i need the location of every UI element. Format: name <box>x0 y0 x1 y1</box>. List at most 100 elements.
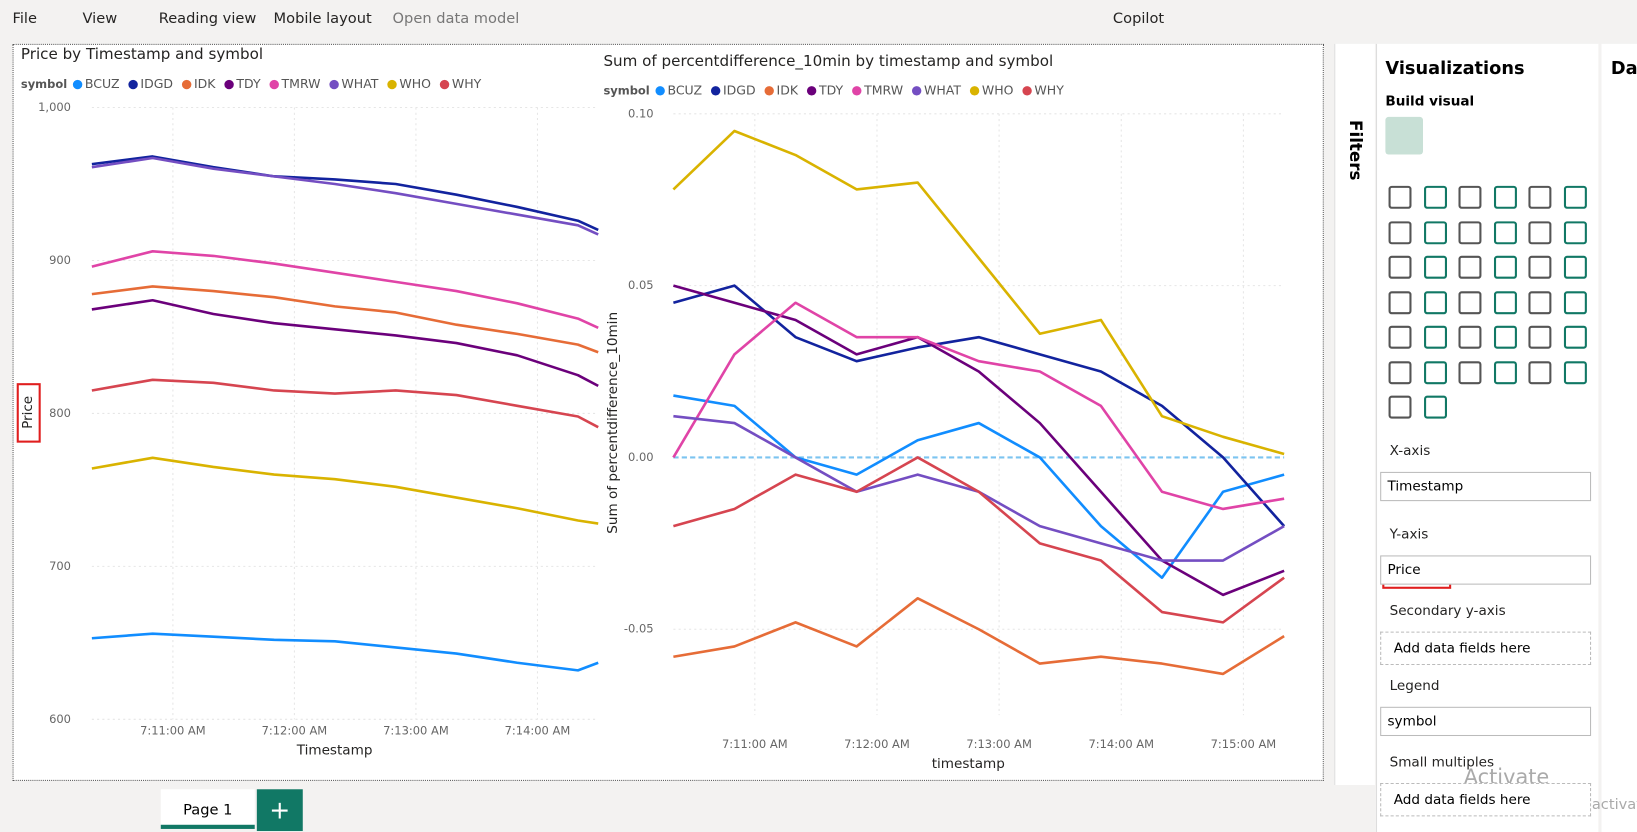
well-label: X-axis <box>1389 443 1431 460</box>
legend-marker <box>224 79 234 90</box>
x-tick-label: 7:12:00 AM <box>262 723 328 737</box>
viz-icon[interactable] <box>1388 220 1412 244</box>
viz-icon[interactable] <box>1388 185 1412 209</box>
y-axis-label: Price <box>20 396 36 429</box>
menu-item[interactable]: Mobile layout <box>273 10 372 28</box>
menu-item[interactable]: Open data model <box>392 10 520 28</box>
viz-icon[interactable] <box>1528 360 1552 384</box>
chart-title: Sum of percentdifference_10min by timest… <box>603 52 1053 71</box>
well-label: Legend <box>1389 678 1440 695</box>
viz-icon[interactable] <box>1563 220 1587 244</box>
well-field[interactable]: Price <box>1380 555 1592 585</box>
viz-icon[interactable] <box>1458 290 1482 314</box>
viz-icon[interactable] <box>1493 255 1517 279</box>
legend-label: WHO <box>399 76 431 91</box>
y-tick-label: -0.05 <box>624 622 654 636</box>
viz-icon[interactable] <box>1458 255 1482 279</box>
viz-icon[interactable] <box>1493 220 1517 244</box>
highlight-box <box>16 383 41 443</box>
viz-icon[interactable] <box>1423 395 1447 419</box>
viz-icon[interactable] <box>1528 325 1552 349</box>
viz-icon[interactable] <box>1493 185 1517 209</box>
series-line <box>91 156 599 236</box>
legend-marker <box>911 86 922 96</box>
menu-item[interactable]: File <box>12 10 37 28</box>
viz-icon[interactable] <box>1563 325 1587 349</box>
build-visual: Build visual <box>1385 93 1475 110</box>
legend-marker <box>439 79 450 90</box>
y-tick-label: 600 <box>49 712 71 726</box>
filters-label[interactable]: Filters <box>1345 120 1366 181</box>
viz-icon[interactable] <box>1423 255 1447 279</box>
x-axis-label: Timestamp <box>296 743 373 759</box>
y-tick-label: 0.05 <box>628 278 654 292</box>
viz-icon[interactable] <box>1563 360 1587 384</box>
build-icon[interactable] <box>1385 116 1423 155</box>
viz-icon[interactable] <box>1493 360 1517 384</box>
viz-icon[interactable] <box>1563 290 1587 314</box>
data-pane <box>1601 43 1637 832</box>
series-line <box>91 155 599 232</box>
viz-icon[interactable] <box>1458 360 1482 384</box>
legend-marker <box>181 79 192 90</box>
viz-icon[interactable] <box>1388 360 1412 384</box>
viz-icon[interactable] <box>1493 290 1517 314</box>
viz-icon[interactable] <box>1388 395 1412 419</box>
y-axis-label: Sum of percentdifference_10min <box>605 312 621 534</box>
viz-icon[interactable] <box>1423 185 1447 209</box>
viz-icon[interactable] <box>1458 325 1482 349</box>
legend-marker <box>269 79 279 90</box>
viz-icon[interactable] <box>1563 185 1587 209</box>
viz-icon[interactable] <box>1388 290 1412 314</box>
x-tick-label: 7:15:00 AM <box>1211 737 1277 751</box>
series-line <box>91 285 599 354</box>
well-label: Secondary y-axis <box>1389 603 1506 620</box>
x-axis-label: timestamp <box>932 756 1005 772</box>
viz-icon[interactable] <box>1423 290 1447 314</box>
viz-icon[interactable] <box>1423 325 1447 349</box>
legend-marker <box>710 86 721 96</box>
well-field[interactable]: symbol <box>1380 706 1592 737</box>
y-tick-label: 0.00 <box>628 450 654 464</box>
well-placeholder[interactable]: Add data fields here <box>1380 783 1592 817</box>
viz-icon[interactable] <box>1388 255 1412 279</box>
menu-item[interactable]: Reading view <box>158 10 257 28</box>
legend-label: WHY <box>452 76 482 91</box>
charts: Price by Timestamp and symbol symbol BCUZ I… <box>16 45 1286 772</box>
series-line <box>673 394 1285 580</box>
viz-icon[interactable] <box>1563 255 1587 279</box>
x-tick-label: 7:13:00 AM <box>383 723 449 737</box>
menu-bar <box>0 0 1637 42</box>
viz-icon[interactable] <box>1423 360 1447 384</box>
data-tab[interactable]: Da <box>1610 58 1637 80</box>
menu-item[interactable]: View <box>82 10 118 28</box>
legend-label: WHO <box>982 82 1014 97</box>
chart-title: Price by Timestamp and symbol <box>21 45 263 63</box>
viz-icon[interactable] <box>1458 185 1482 209</box>
series-line <box>91 249 599 329</box>
filters-pane[interactable] <box>1334 43 1375 786</box>
viz-icon[interactable] <box>1528 185 1552 209</box>
well-label: Y-axis <box>1389 527 1429 543</box>
legend-label: BCUZ <box>667 82 702 97</box>
viz-icon[interactable] <box>1423 220 1447 244</box>
viz-icon[interactable] <box>1458 220 1482 244</box>
viz-icon[interactable] <box>1388 325 1412 349</box>
x-tick-label: 7:14:00 AM <box>505 723 571 737</box>
well-label: Small multiples <box>1389 754 1495 771</box>
viz-icon[interactable] <box>1493 325 1517 349</box>
copilot-button[interactable]: Copilot <box>1112 10 1165 28</box>
viz-icon[interactable] <box>1528 255 1552 279</box>
x-tick-label: 7:12:00 AM <box>844 737 910 751</box>
page-tab[interactable]: Page 1 <box>160 789 255 829</box>
viz-icon[interactable] <box>1528 220 1552 244</box>
series-line <box>673 284 1286 528</box>
well-placeholder[interactable]: Add data fields here <box>1380 631 1592 666</box>
viz-icon[interactable] <box>1528 290 1552 314</box>
viz-pane <box>1376 43 1599 832</box>
y-tick-label: 1,000 <box>38 100 71 114</box>
add-page[interactable]: + <box>256 789 303 832</box>
legend-label: IDK <box>777 82 799 97</box>
y-tick-label: 0.10 <box>628 106 654 120</box>
well-field[interactable]: Timestamp <box>1380 471 1592 502</box>
